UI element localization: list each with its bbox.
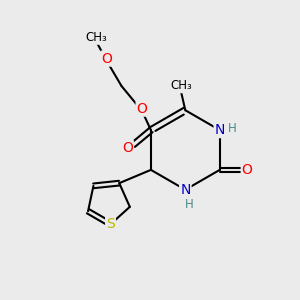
Text: O: O	[101, 52, 112, 66]
Text: O: O	[242, 163, 253, 177]
Text: CH₃: CH₃	[170, 79, 192, 92]
Text: CH₃: CH₃	[85, 31, 107, 44]
Text: N: N	[214, 123, 225, 137]
Text: H: H	[184, 198, 193, 211]
Text: O: O	[122, 141, 133, 155]
Text: N: N	[180, 183, 190, 197]
Text: O: O	[136, 102, 148, 116]
Text: S: S	[106, 217, 115, 231]
Text: H: H	[228, 122, 237, 135]
